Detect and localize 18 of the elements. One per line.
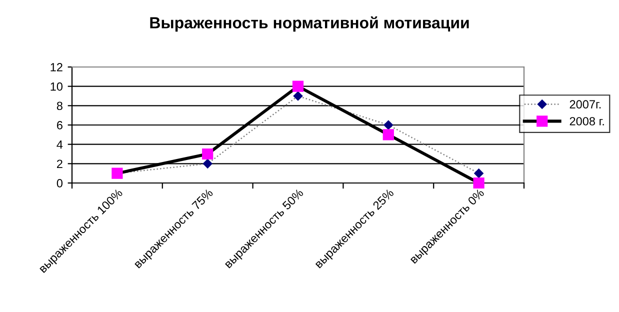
y-tick-label: 10 bbox=[50, 82, 63, 91]
chart-title: Выраженность нормативной мотивации bbox=[150, 16, 469, 32]
y-tick-label: 8 bbox=[56, 102, 62, 110]
point bbox=[473, 177, 484, 189]
point bbox=[293, 91, 303, 101]
legend-label: 2007г. bbox=[570, 100, 601, 109]
y-tick-label: 6 bbox=[57, 121, 62, 130]
point bbox=[382, 129, 394, 140]
y-tick-label: 0 bbox=[56, 179, 63, 188]
point bbox=[474, 168, 484, 178]
y-tick-label: 4 bbox=[56, 140, 63, 149]
point bbox=[202, 148, 214, 160]
legend-label: 2008 г. bbox=[570, 117, 604, 126]
y-tick-label: 12 bbox=[50, 63, 62, 72]
point bbox=[292, 80, 304, 92]
point bbox=[202, 159, 212, 168]
y-tick-label: 2 bbox=[57, 160, 62, 168]
point bbox=[384, 120, 394, 130]
